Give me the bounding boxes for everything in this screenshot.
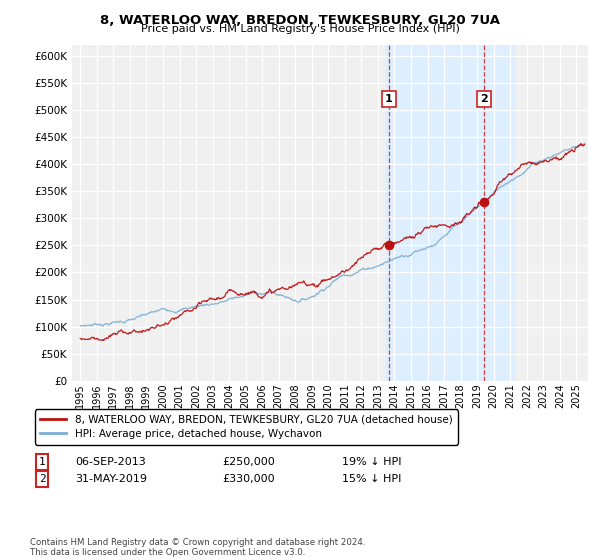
Text: 2: 2 xyxy=(38,474,46,484)
Text: Price paid vs. HM Land Registry's House Price Index (HPI): Price paid vs. HM Land Registry's House … xyxy=(140,24,460,34)
Text: 2: 2 xyxy=(480,94,488,104)
Text: £250,000: £250,000 xyxy=(222,457,275,467)
Legend: 8, WATERLOO WAY, BREDON, TEWKESBURY, GL20 7UA (detached house), HPI: Average pri: 8, WATERLOO WAY, BREDON, TEWKESBURY, GL2… xyxy=(35,409,458,445)
Text: £330,000: £330,000 xyxy=(222,474,275,484)
Text: 06-SEP-2013: 06-SEP-2013 xyxy=(75,457,146,467)
Text: 31-MAY-2019: 31-MAY-2019 xyxy=(75,474,147,484)
Text: 19% ↓ HPI: 19% ↓ HPI xyxy=(342,457,401,467)
Text: 8, WATERLOO WAY, BREDON, TEWKESBURY, GL20 7UA: 8, WATERLOO WAY, BREDON, TEWKESBURY, GL2… xyxy=(100,14,500,27)
Text: 1: 1 xyxy=(385,94,393,104)
Bar xyxy=(386,45,514,381)
Text: Contains HM Land Registry data © Crown copyright and database right 2024.
This d: Contains HM Land Registry data © Crown c… xyxy=(30,538,365,557)
Text: 15% ↓ HPI: 15% ↓ HPI xyxy=(342,474,401,484)
Text: 1: 1 xyxy=(38,457,46,467)
